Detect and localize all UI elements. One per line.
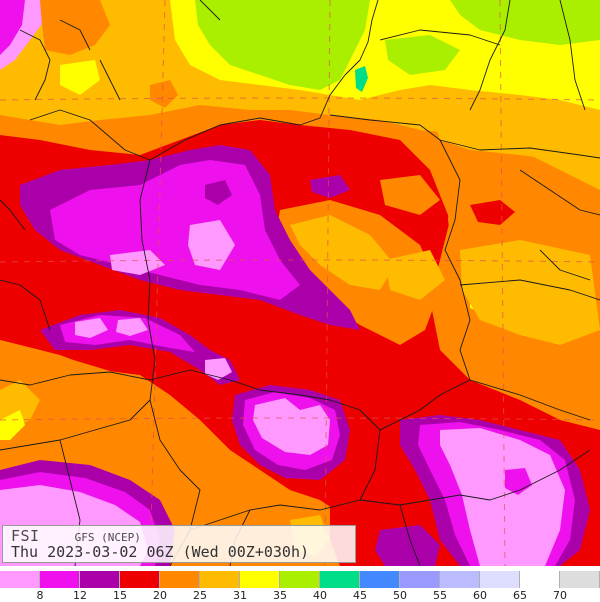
legend-swatch [480, 571, 520, 588]
legend-label: 15 [113, 589, 127, 602]
field-west-lightpink-1 [188, 220, 235, 270]
field-sw-yellow [0, 410, 25, 440]
field-north-green [195, 0, 370, 90]
field-north-red-spot [300, 155, 345, 178]
legend-color-bar [0, 571, 600, 588]
legend-swatch [320, 571, 360, 588]
legend-swatch [200, 571, 240, 588]
legend-tick-labels: 8 12 15 20 25 31 35 40 45 50 55 60 65 70 [0, 589, 600, 602]
field-center-gold [290, 215, 395, 290]
legend-label: 50 [393, 589, 407, 602]
field-midwest-lightpink-3 [205, 358, 232, 380]
field-east-red-blob [470, 200, 515, 225]
legend-swatch [40, 571, 80, 588]
legend-label: 8 [36, 589, 44, 602]
legend-label: 45 [353, 589, 367, 602]
legend-label: 40 [313, 589, 327, 602]
field-sea-cyan [355, 66, 368, 92]
legend-label: 60 [473, 589, 487, 602]
field-nw-yellow [60, 60, 100, 95]
legend-swatch [120, 571, 160, 588]
legend-label: 31 [233, 589, 247, 602]
map-info-box: FSI GFS (NCEP) Thu 2023-03-02 06Z (Wed 0… [2, 525, 356, 563]
field-sw-orange-2 [100, 410, 200, 490]
legend-label: 65 [513, 589, 527, 602]
legend-label: 35 [273, 589, 287, 602]
latlon-grid [0, 0, 600, 566]
field-south-lightpink [253, 398, 330, 455]
legend-label: 70 [553, 589, 567, 602]
legend-swatch [240, 571, 280, 588]
field-se-lightpink [440, 428, 565, 566]
field-midwest-lightpink-2 [116, 318, 148, 336]
field-north-purple-spot [310, 175, 350, 198]
model-label: GFS (NCEP) [74, 531, 141, 544]
field-bottom-purple [375, 525, 440, 566]
info-title-line: FSI GFS (NCEP) [11, 527, 141, 545]
legend-label: 55 [433, 589, 447, 602]
field-west-lightpink-2 [110, 250, 165, 275]
product-label: FSI [11, 527, 40, 545]
field-ne-gold [430, 100, 600, 160]
field-west-magenta [50, 160, 300, 300]
legend-label: 25 [193, 589, 207, 602]
color-legend: 8 12 15 20 25 31 35 40 45 50 55 60 65 70 [0, 566, 600, 602]
fsi-map [0, 0, 600, 566]
field-midwest-lightpink [75, 318, 108, 338]
field-west-purple-spot [205, 180, 232, 205]
legend-label: 12 [73, 589, 87, 602]
legend-label: 20 [153, 589, 167, 602]
field-east-gold [460, 240, 600, 345]
field-se-magenta-inner [505, 468, 532, 495]
legend-swatch [440, 571, 480, 588]
field-center-orange-2 [380, 175, 440, 215]
legend-swatch [520, 571, 560, 588]
field-ne-green-2 [385, 35, 460, 75]
field-nw-orange-2 [150, 80, 178, 108]
legend-swatch [280, 571, 320, 588]
field-nw-magenta [0, 0, 25, 55]
legend-swatch [360, 571, 400, 588]
legend-swatch [560, 571, 600, 588]
legend-swatch [0, 571, 40, 588]
valid-time-label: Thu 2023-03-02 06Z (Wed 00Z+030h) [11, 543, 310, 561]
legend-swatch [160, 571, 200, 588]
country-borders [0, 0, 600, 566]
legend-swatch [400, 571, 440, 588]
field-center-gold-2 [385, 250, 445, 300]
legend-swatch [80, 571, 120, 588]
